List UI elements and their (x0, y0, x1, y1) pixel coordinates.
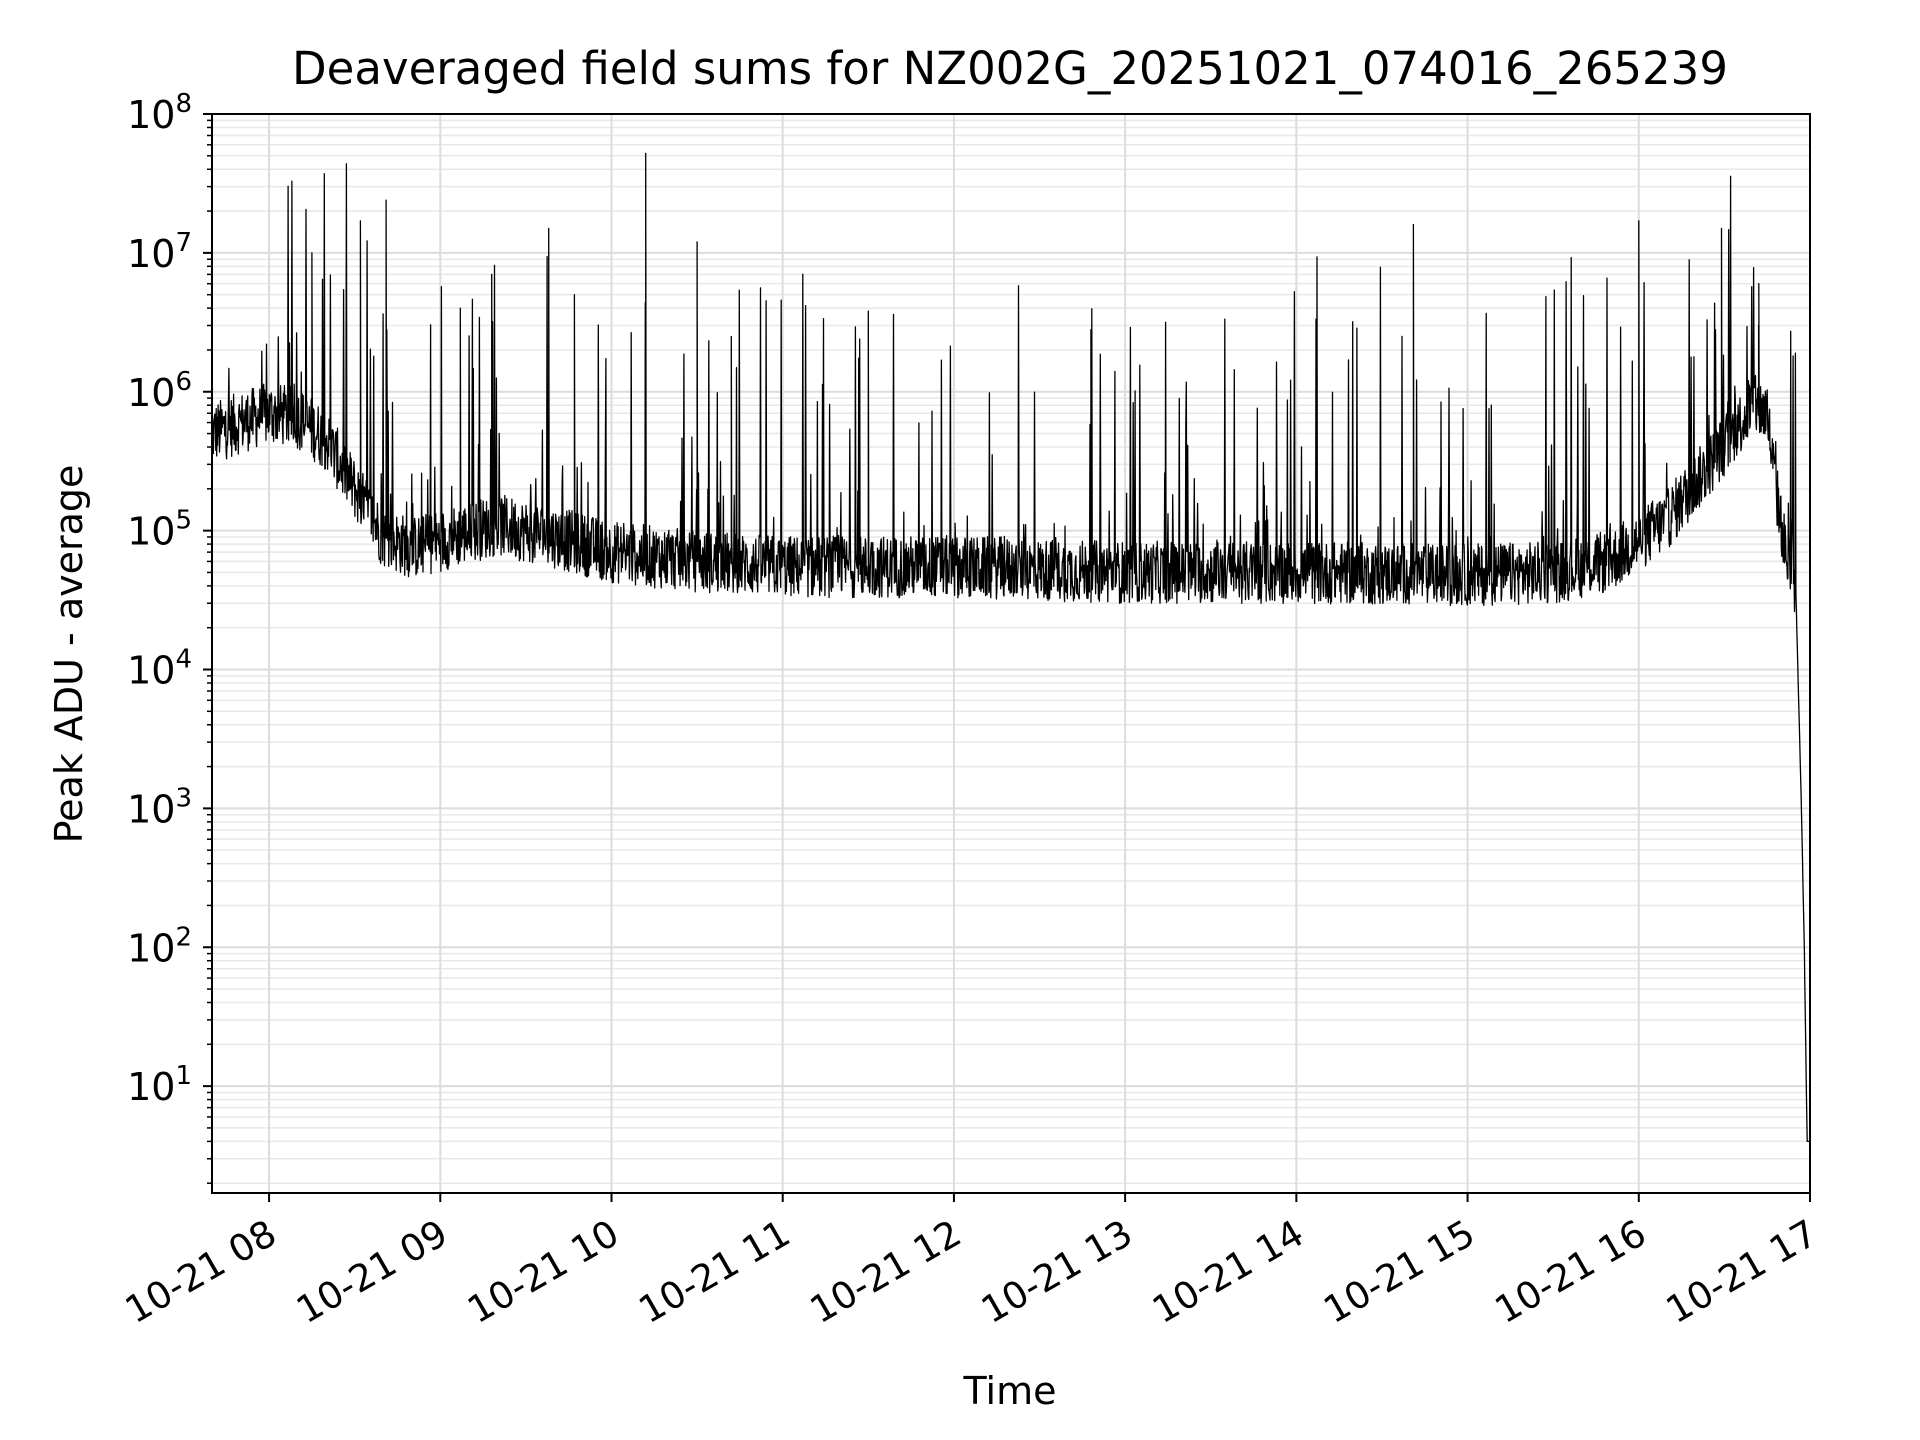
y-tick-label: 101 (127, 1061, 192, 1109)
x-axis-label: Time (963, 1369, 1057, 1413)
y-tick-label: 102 (127, 922, 192, 970)
y-axis: 101 102 103 104 105 106 107 108 (127, 89, 212, 1184)
chart-title: Deaveraged field sums for NZ002G_2025102… (292, 42, 1728, 95)
plot-area (211, 152, 1811, 1143)
y-tick-label: 103 (127, 783, 192, 831)
y-tick-label: 108 (127, 89, 192, 137)
y-tick-label: 106 (127, 367, 192, 415)
x-tick-label: 10-21 10 (460, 1212, 626, 1332)
y-tick-label: 104 (127, 645, 192, 693)
x-tick-label: 10-21 11 (632, 1212, 798, 1332)
x-tick-label: 10-21 12 (803, 1212, 969, 1332)
x-tick-label: 10-21 17 (1659, 1212, 1825, 1332)
x-tick-label: 10-21 14 (1145, 1212, 1311, 1332)
y-tick-label: 105 (127, 506, 192, 554)
x-tick-label: 10-21 09 (289, 1212, 455, 1332)
x-tick-label: 10-21 08 (118, 1212, 284, 1332)
y-tick-label: 107 (127, 228, 192, 276)
x-tick-label: 10-21 15 (1317, 1212, 1483, 1332)
x-tick-label: 10-21 13 (974, 1212, 1140, 1332)
series-line (211, 152, 1811, 1143)
x-axis: 10-21 08 10-21 09 10-21 10 10-21 11 10-21 12… (118, 1193, 1825, 1332)
y-axis-label: Peak ADU - average (47, 465, 91, 844)
grid (212, 113, 1811, 1193)
x-tick-label: 10-21 16 (1488, 1212, 1654, 1332)
axes-frame (211, 113, 1811, 1194)
